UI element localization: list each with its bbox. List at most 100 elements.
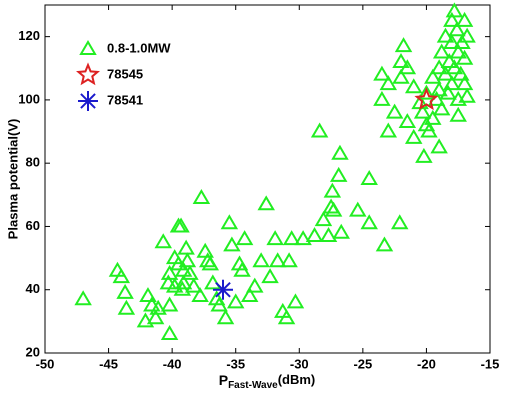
point <box>443 75 461 91</box>
point <box>220 214 239 230</box>
point <box>324 201 343 217</box>
point <box>373 65 391 81</box>
point <box>196 242 214 258</box>
point <box>323 182 342 198</box>
point <box>213 279 233 300</box>
point <box>360 214 378 230</box>
point <box>136 312 155 328</box>
point <box>455 49 474 65</box>
point <box>246 277 264 293</box>
point <box>233 261 251 277</box>
x-axis-label: PFast-Wave(dBm) <box>219 372 316 391</box>
legend-label: 78541 <box>107 92 143 107</box>
x-tick-label: -20 <box>417 356 436 371</box>
plot-frame <box>44 4 491 354</box>
point <box>177 239 195 255</box>
point <box>314 211 333 227</box>
x-tick-label: -40 <box>163 356 182 371</box>
point <box>443 33 461 49</box>
point <box>414 87 439 111</box>
point <box>116 283 134 299</box>
point <box>455 75 474 91</box>
legend-label: 78545 <box>107 66 143 81</box>
x-label-sub: Fast-Wave <box>228 380 278 391</box>
point <box>439 84 457 100</box>
point <box>277 309 296 325</box>
y-tick-label: 100 <box>18 91 40 106</box>
point <box>390 214 409 230</box>
point <box>379 122 398 138</box>
y-tick-label: 20 <box>26 344 40 359</box>
point <box>146 309 165 325</box>
point <box>305 226 324 242</box>
point <box>420 122 438 138</box>
y-tick-label: 40 <box>26 281 40 296</box>
point <box>181 264 199 280</box>
point <box>286 293 305 309</box>
point <box>252 252 270 268</box>
point <box>282 230 301 246</box>
point <box>268 252 287 268</box>
y-axis-label: Plasma potential(V) <box>5 119 20 240</box>
point <box>185 277 203 293</box>
point <box>240 287 259 303</box>
point <box>373 90 391 106</box>
point <box>178 252 197 268</box>
point <box>201 255 220 271</box>
point <box>432 100 451 116</box>
point <box>455 11 474 27</box>
point <box>415 147 433 163</box>
point <box>117 299 136 315</box>
legend-marker <box>79 40 97 55</box>
point <box>108 261 127 277</box>
point <box>174 261 193 277</box>
point <box>112 268 131 284</box>
point <box>280 252 298 268</box>
point <box>424 109 442 125</box>
point <box>443 11 461 27</box>
point <box>424 68 442 84</box>
point <box>458 87 476 103</box>
point <box>349 201 367 217</box>
point <box>154 233 172 249</box>
point <box>173 280 192 296</box>
point <box>210 296 228 312</box>
point <box>375 236 394 252</box>
point <box>261 268 279 284</box>
point <box>235 230 254 246</box>
point <box>266 230 284 246</box>
point <box>172 217 190 233</box>
point <box>332 223 350 239</box>
point <box>430 138 448 154</box>
x-tick-label: -15 <box>481 356 500 371</box>
point <box>329 166 348 182</box>
legend-marker <box>78 91 98 111</box>
point <box>310 122 329 138</box>
x-tick-label: -50 <box>36 356 55 371</box>
point <box>440 52 459 68</box>
point <box>274 302 292 318</box>
x-tick-label: -30 <box>290 356 309 371</box>
point <box>445 59 464 75</box>
point <box>294 230 312 246</box>
point <box>191 287 209 303</box>
point <box>149 299 167 315</box>
point <box>223 236 241 252</box>
point <box>74 290 92 306</box>
point <box>216 309 235 325</box>
point <box>398 113 417 129</box>
point <box>445 2 464 18</box>
y-tick-label: 120 <box>18 28 40 43</box>
point <box>143 296 161 312</box>
point <box>404 128 423 144</box>
point <box>449 43 467 59</box>
x-tick-label: -25 <box>353 356 372 371</box>
point <box>392 52 410 68</box>
point <box>226 293 245 309</box>
point <box>257 195 275 211</box>
point <box>385 103 404 119</box>
point <box>430 81 448 97</box>
x-tick-label: -45 <box>99 356 118 371</box>
point <box>449 106 467 122</box>
